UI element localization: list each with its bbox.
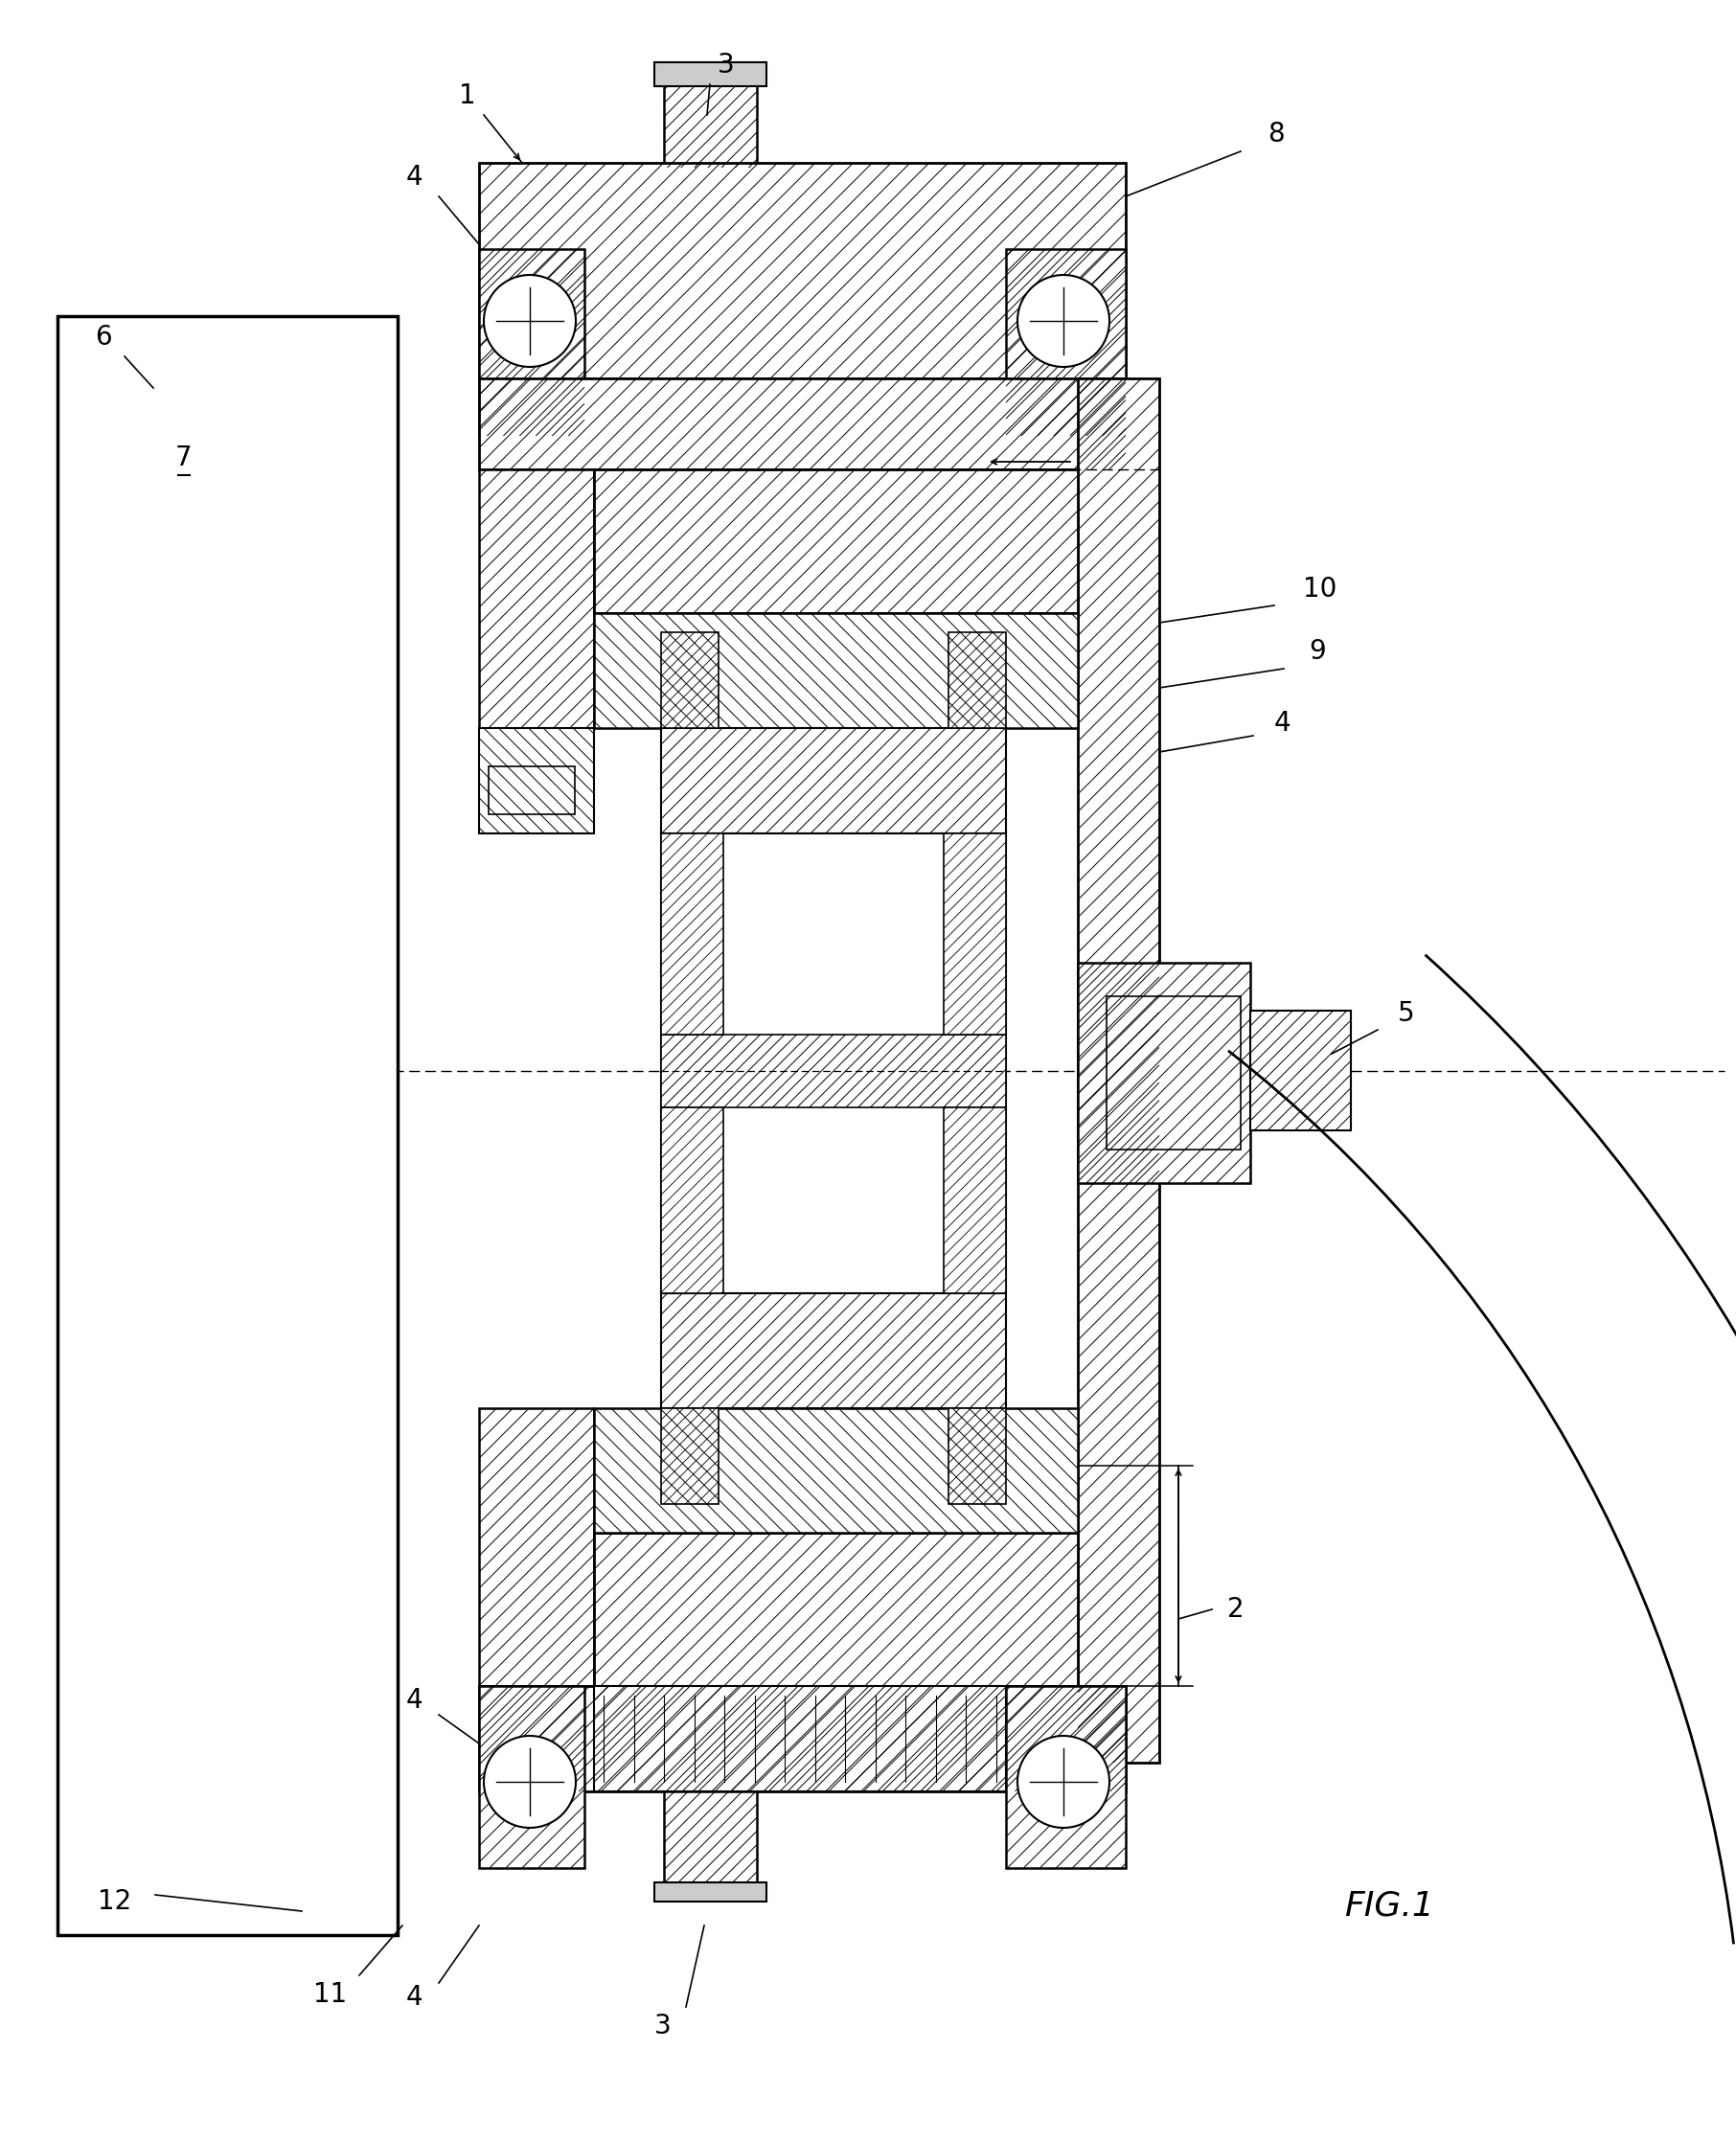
- Text: 4: 4: [406, 1983, 422, 2011]
- Bar: [594, 469, 1078, 613]
- Text: 3: 3: [717, 51, 734, 79]
- Bar: [479, 728, 594, 833]
- Bar: [948, 632, 1005, 728]
- Bar: [594, 1407, 1078, 1534]
- Bar: [479, 1686, 1125, 1791]
- Bar: [1005, 248, 1125, 435]
- Text: 4: 4: [406, 163, 422, 191]
- Bar: [944, 833, 1005, 1035]
- Bar: [1078, 962, 1250, 1182]
- Bar: [479, 469, 594, 728]
- Bar: [661, 1294, 1005, 1407]
- Text: 11: 11: [314, 1981, 347, 2007]
- Bar: [594, 613, 1078, 728]
- Text: 5: 5: [1397, 1000, 1415, 1026]
- Text: FIG.1: FIG.1: [1344, 1889, 1434, 1924]
- Bar: [654, 1883, 767, 1902]
- Bar: [479, 1686, 585, 1868]
- Bar: [661, 728, 1005, 833]
- Bar: [1106, 996, 1241, 1150]
- Bar: [1078, 379, 1160, 1763]
- Bar: [654, 62, 767, 86]
- Text: 4: 4: [406, 1688, 422, 1714]
- Bar: [1250, 1011, 1351, 1131]
- Bar: [663, 81, 757, 167]
- Bar: [479, 248, 585, 435]
- Bar: [57, 317, 398, 1934]
- Text: 12: 12: [97, 1887, 132, 1915]
- Circle shape: [1017, 1735, 1109, 1827]
- Text: 7: 7: [175, 446, 193, 471]
- Bar: [661, 632, 719, 728]
- Text: 3: 3: [654, 2013, 672, 2039]
- Bar: [661, 833, 1005, 1294]
- Text: 8: 8: [1267, 120, 1285, 148]
- Text: 10: 10: [1304, 576, 1337, 602]
- Bar: [661, 1407, 719, 1504]
- Text: 6: 6: [95, 323, 111, 351]
- Bar: [1005, 1686, 1125, 1868]
- Circle shape: [484, 1735, 576, 1827]
- Circle shape: [1017, 274, 1109, 366]
- Bar: [661, 1107, 724, 1294]
- Bar: [948, 1407, 1005, 1504]
- Text: 1: 1: [458, 81, 476, 109]
- Text: 4: 4: [1274, 709, 1290, 737]
- Bar: [479, 163, 1125, 379]
- Bar: [594, 1534, 1078, 1686]
- Bar: [488, 767, 575, 814]
- Text: 2: 2: [1227, 1596, 1245, 1624]
- Bar: [594, 1686, 1005, 1791]
- Bar: [944, 1107, 1005, 1294]
- Bar: [661, 833, 724, 1035]
- Bar: [663, 1791, 757, 1883]
- Bar: [479, 1407, 594, 1686]
- Bar: [661, 1035, 1005, 1107]
- Circle shape: [484, 274, 576, 366]
- Text: 9: 9: [1309, 638, 1326, 664]
- Bar: [479, 379, 1125, 469]
